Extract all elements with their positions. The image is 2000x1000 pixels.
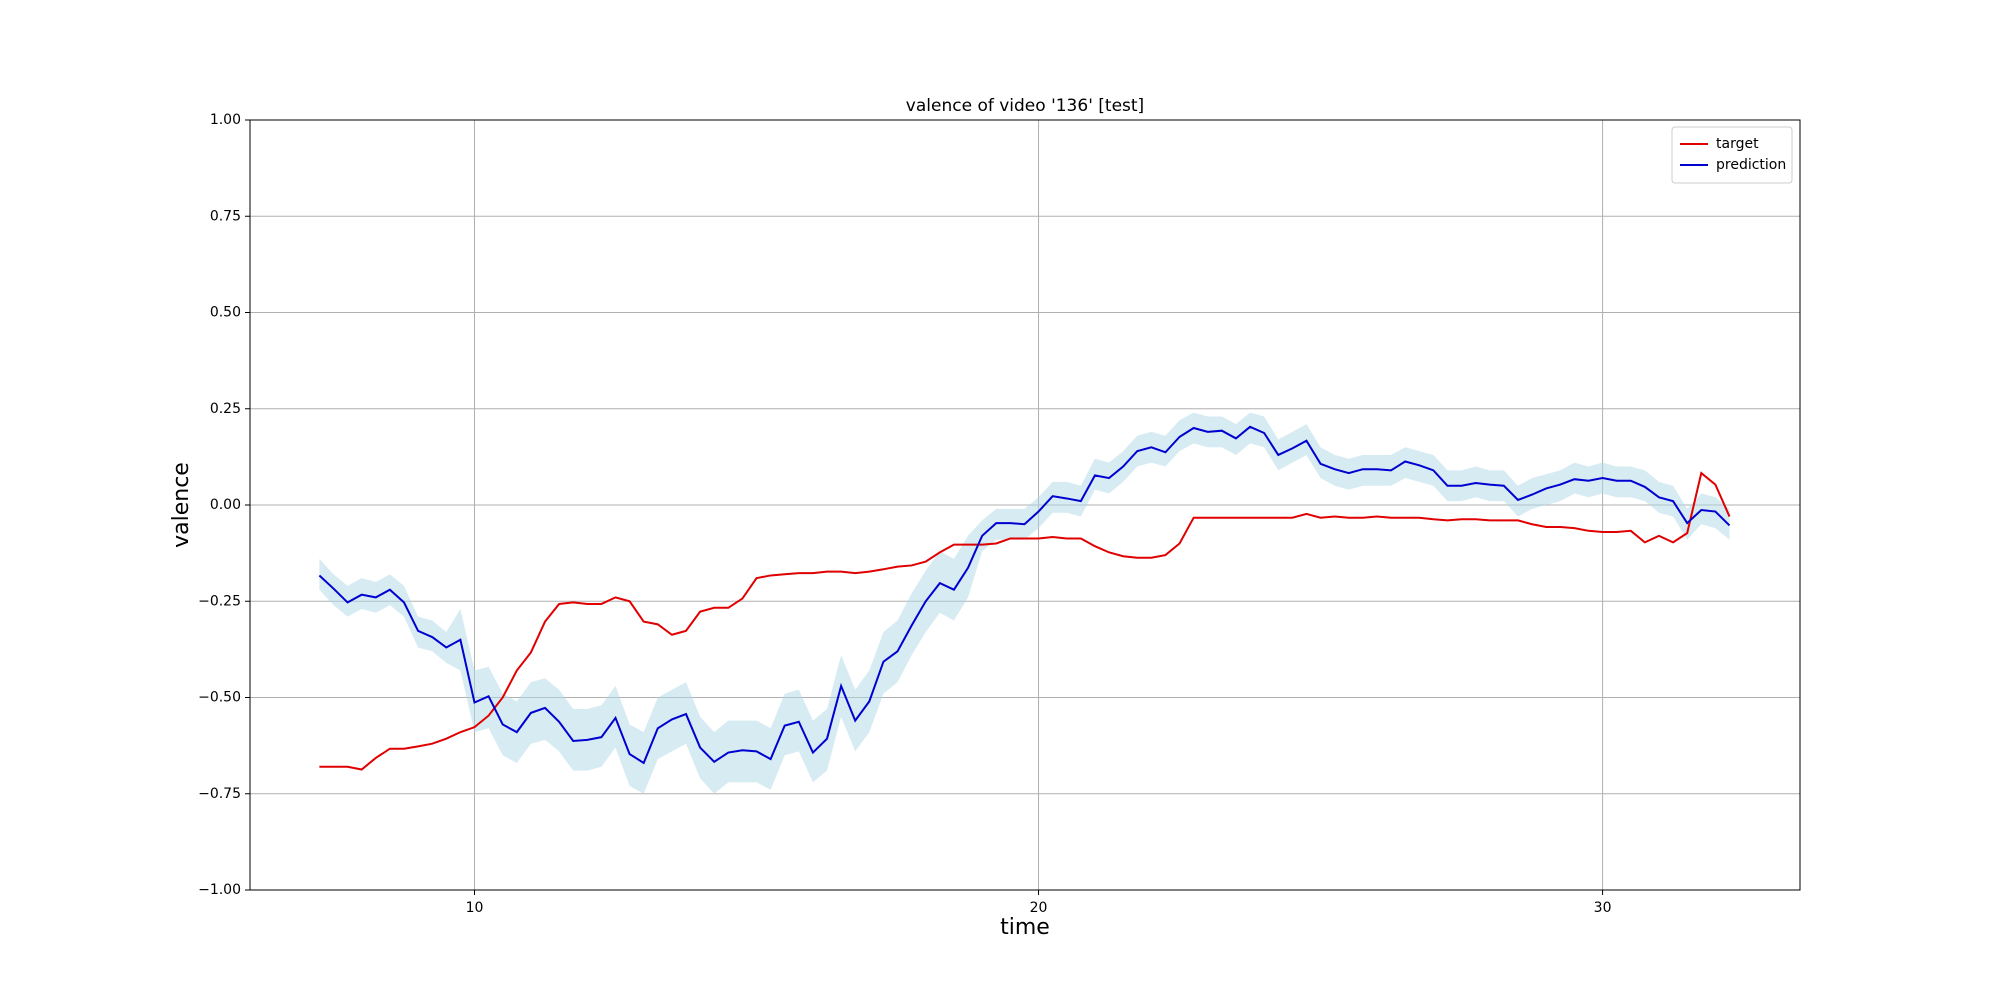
x-tick-label: 30 bbox=[1594, 900, 1612, 916]
series-line bbox=[318, 425, 1731, 765]
y-tick-label: 0.50 bbox=[210, 305, 241, 321]
y-tick-label: −0.75 bbox=[198, 786, 241, 802]
confidence-band bbox=[319, 412, 1730, 794]
legend-label: target bbox=[1716, 136, 1759, 152]
x-axis-label: time bbox=[1000, 915, 1050, 940]
y-tick-label: −0.50 bbox=[198, 690, 241, 706]
y-tick-label: 0.25 bbox=[210, 401, 241, 417]
y-tick-label: 1.00 bbox=[210, 112, 241, 128]
chart-title: valence of video '136' [test] bbox=[906, 96, 1144, 116]
series-line bbox=[319, 471, 1731, 771]
y-axis-label: valence bbox=[169, 462, 194, 548]
y-tick-label: −0.25 bbox=[198, 593, 241, 609]
y-tick-label: 0.75 bbox=[210, 208, 241, 224]
x-tick-label: 20 bbox=[1030, 900, 1048, 916]
legend-box bbox=[1671, 126, 1793, 184]
y-tick-label: −1.00 bbox=[198, 882, 241, 898]
y-tick-label: 0.00 bbox=[210, 497, 241, 513]
x-tick-label: 10 bbox=[466, 900, 484, 916]
plot-frame bbox=[249, 119, 1801, 891]
legend-label: prediction bbox=[1716, 157, 1786, 173]
